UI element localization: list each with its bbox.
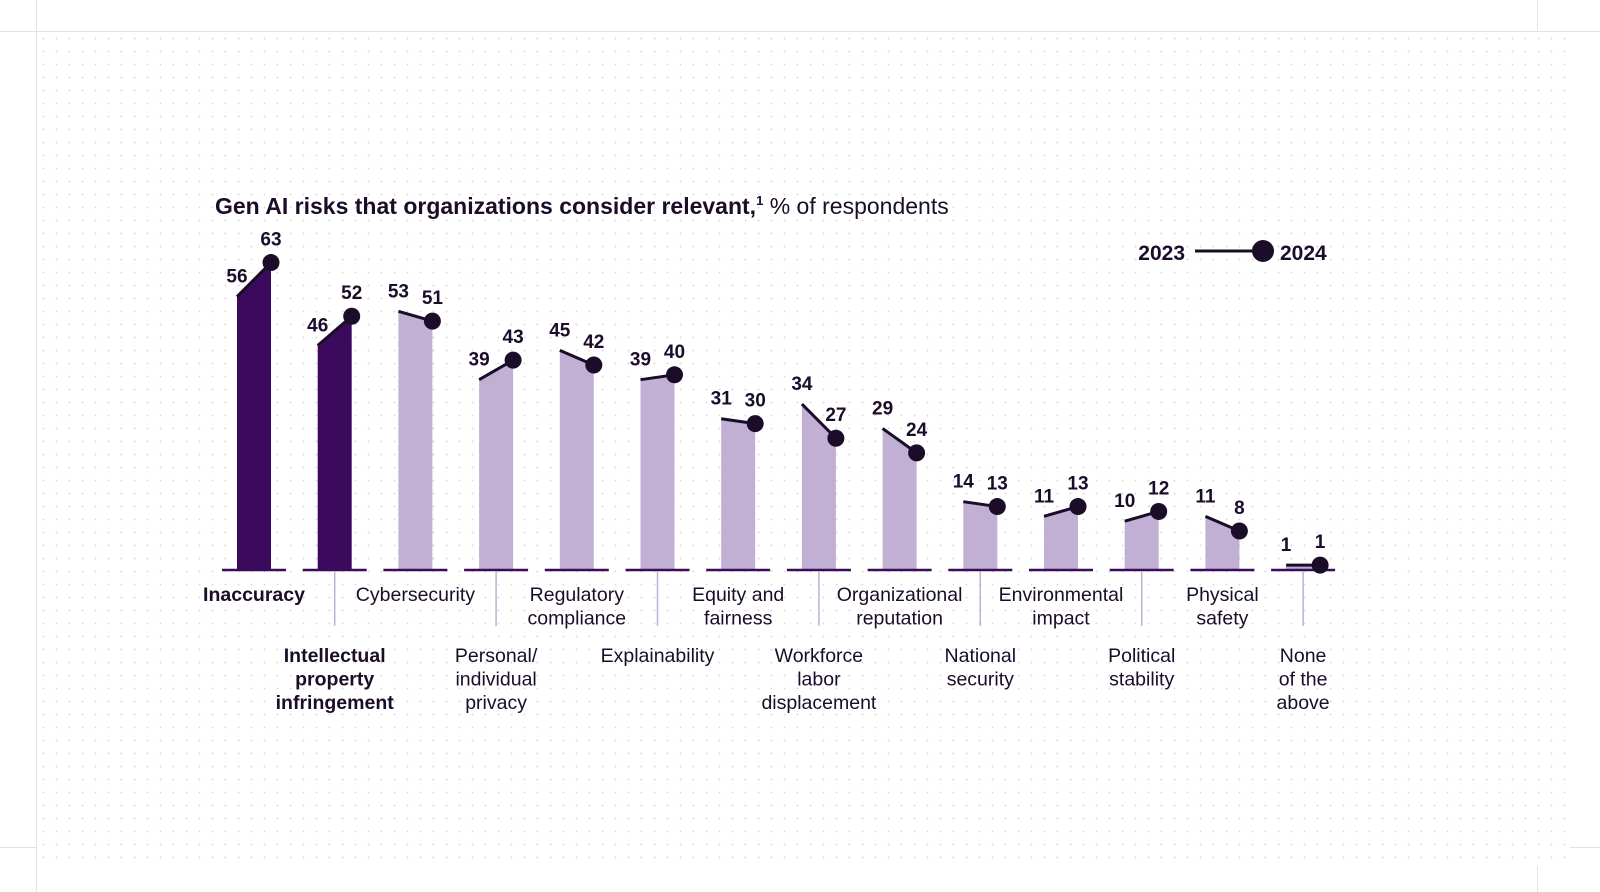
value-label-2024: 1	[1315, 532, 1326, 553]
value-label-2024: 13	[987, 474, 1008, 495]
value-label-2023: 34	[791, 374, 813, 395]
value-label-2024: 63	[260, 230, 281, 251]
category-label: Workforce	[775, 645, 864, 667]
value-label-2023: 11	[1195, 486, 1216, 507]
category-label: Political	[1108, 645, 1175, 667]
category-label: compliance	[527, 608, 626, 630]
dot-2024	[585, 356, 603, 374]
category-label: above	[1277, 692, 1330, 714]
value-label-2024: 51	[422, 288, 444, 309]
category-label: Personal/	[455, 645, 538, 667]
value-label-2023: 14	[953, 472, 975, 493]
value-label-2024: 24	[906, 420, 928, 441]
dot-2024	[1311, 556, 1329, 574]
bar	[963, 501, 998, 570]
category-label: labor	[797, 669, 841, 691]
category-label: reputation	[856, 608, 943, 630]
dot-2024	[262, 254, 280, 272]
frame-rule-top	[0, 31, 1600, 32]
value-label-2024: 12	[1148, 478, 1169, 499]
legend-label-2024: 2024	[1280, 242, 1327, 265]
category-label: Cybersecurity	[356, 584, 475, 606]
bar	[237, 262, 271, 570]
value-label-2023: 46	[307, 316, 328, 337]
category-label: Organizational	[837, 584, 963, 606]
category-label: Explainability	[601, 645, 715, 667]
plot-area: 5663Inaccuracy4652Intellectualpropertyin…	[203, 230, 1336, 714]
dot-2024	[666, 366, 683, 384]
value-label-2023: 29	[872, 398, 893, 419]
value-label-2023: 1	[1281, 535, 1292, 556]
category-label: National	[945, 645, 1017, 667]
bar	[882, 428, 917, 570]
value-label-2023: 10	[1114, 491, 1135, 512]
dot-2024	[908, 444, 926, 462]
category-label: Regulatory	[530, 584, 625, 606]
dot-2024	[504, 351, 522, 369]
dot-2024	[1230, 522, 1248, 540]
bar	[559, 350, 594, 570]
value-label-2023: 31	[711, 389, 733, 410]
value-label-2023: 53	[388, 281, 409, 302]
value-label-2023: 56	[226, 267, 247, 288]
category-label: Environmental	[999, 584, 1124, 606]
dot-2024	[1150, 502, 1168, 520]
value-label-2023: 39	[630, 350, 651, 371]
value-label-2024: 42	[583, 332, 604, 353]
bar	[721, 418, 756, 570]
legend: 2023 2024	[1138, 240, 1327, 265]
category-label: Intellectual	[284, 645, 386, 667]
category-label: property	[295, 669, 374, 691]
bar	[479, 360, 514, 570]
category-label: impact	[1032, 608, 1090, 630]
category-label: None	[1280, 645, 1327, 667]
value-label-2023: 45	[549, 320, 571, 341]
frame-rule-left	[36, 0, 37, 892]
bar	[1124, 511, 1159, 570]
dotted-background	[37, 32, 1570, 866]
legend-marker-2024	[1252, 240, 1274, 262]
dot-2024	[827, 429, 845, 447]
legend-label-2023: 2023	[1138, 242, 1185, 265]
category-label: privacy	[465, 692, 527, 714]
category-label: Equity and	[692, 584, 784, 606]
chart-title-footnote: 1	[756, 193, 763, 208]
dot-2024	[1069, 498, 1087, 516]
bar	[640, 374, 675, 570]
dot-2024	[343, 307, 361, 325]
category-label: Inaccuracy	[203, 584, 305, 606]
dot-2024	[423, 312, 441, 330]
bar	[398, 311, 433, 570]
bar	[317, 316, 352, 570]
bar	[1044, 506, 1078, 570]
dot-2024	[746, 415, 764, 433]
value-label-2023: 39	[469, 350, 490, 371]
dot-2024	[988, 498, 1006, 516]
category-label: infringement	[276, 692, 395, 714]
category-label: displacement	[761, 692, 876, 714]
bar	[1205, 516, 1240, 570]
value-label-2024: 30	[745, 391, 766, 412]
value-label-2024: 13	[1067, 474, 1088, 495]
category-label: individual	[455, 669, 536, 691]
value-label-2024: 43	[503, 327, 524, 348]
chart-title-unit: % of respondents	[763, 193, 948, 219]
category-label: of the	[1279, 669, 1328, 691]
value-label-2024: 8	[1234, 498, 1245, 519]
bar	[801, 404, 836, 570]
value-label-2024: 27	[825, 405, 846, 426]
category-label: safety	[1196, 608, 1248, 630]
category-label: security	[947, 669, 1014, 691]
value-label-2023: 11	[1034, 486, 1055, 507]
value-label-2024: 40	[664, 342, 685, 363]
category-label: stability	[1109, 669, 1174, 691]
chart-title: Gen AI risks that organizations consider…	[215, 193, 949, 219]
value-label-2024: 52	[341, 283, 362, 304]
chart-title-main: Gen AI risks that organizations consider…	[215, 193, 756, 219]
category-label: fairness	[704, 608, 773, 630]
category-label: Physical	[1186, 584, 1259, 606]
